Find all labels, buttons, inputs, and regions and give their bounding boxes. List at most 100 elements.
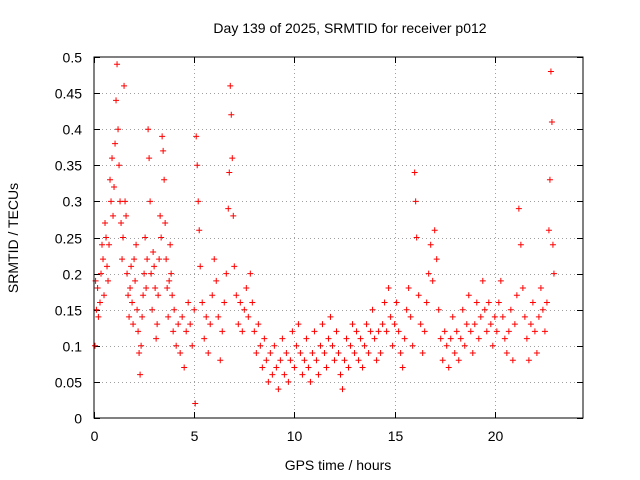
data-point — [543, 299, 550, 306]
data-point — [539, 306, 546, 313]
chart-title: Day 139 of 2025, SRMTID for receiver p01… — [213, 20, 486, 36]
data-point — [125, 292, 132, 299]
data-point — [112, 140, 119, 147]
data-point — [445, 364, 452, 371]
data-point — [393, 299, 400, 306]
data-point — [132, 277, 139, 284]
data-point — [343, 335, 350, 342]
y-tick-label: 0.4 — [63, 122, 83, 138]
data-point — [127, 285, 134, 292]
data-point — [156, 256, 163, 263]
data-point — [389, 342, 396, 349]
data-point — [357, 335, 364, 342]
data-point — [417, 321, 424, 328]
data-point — [243, 285, 250, 292]
data-point — [283, 350, 290, 357]
data-point — [403, 306, 410, 313]
data-point — [107, 176, 114, 183]
data-point — [99, 241, 106, 248]
data-point — [297, 350, 304, 357]
data-point — [407, 313, 414, 320]
data-point — [373, 357, 380, 364]
data-point — [397, 350, 404, 357]
data-point — [163, 256, 170, 263]
y-tick-label: 0.3 — [63, 194, 83, 210]
data-point — [147, 198, 154, 205]
data-point — [110, 212, 117, 219]
data-point — [255, 321, 262, 328]
y-tick-label: 0.05 — [55, 375, 82, 391]
x-tick-label: 15 — [388, 428, 404, 444]
data-point — [535, 313, 542, 320]
data-point — [152, 285, 159, 292]
data-point — [142, 234, 149, 241]
y-tick-label: 0.35 — [55, 158, 82, 174]
data-point — [233, 292, 240, 299]
x-tick-label: 0 — [91, 428, 99, 444]
data-point — [289, 328, 296, 335]
data-point — [495, 299, 502, 306]
data-point — [301, 357, 308, 364]
data-point — [411, 169, 418, 176]
x-tick-label: 20 — [488, 428, 504, 444]
data-point — [515, 205, 522, 212]
data-point — [122, 198, 129, 205]
data-point — [425, 270, 432, 277]
data-point — [437, 335, 444, 342]
data-point — [521, 313, 528, 320]
data-point — [311, 328, 318, 335]
data-point — [148, 270, 155, 277]
data-point — [413, 234, 420, 241]
data-point — [369, 306, 376, 313]
data-point — [335, 350, 342, 357]
data-point — [517, 241, 524, 248]
data-point — [219, 328, 226, 335]
data-point — [170, 328, 177, 335]
data-point — [263, 357, 270, 364]
data-point — [415, 292, 422, 299]
data-point — [523, 335, 530, 342]
data-point — [92, 342, 99, 349]
data-point — [541, 328, 548, 335]
data-point — [487, 321, 494, 328]
data-point — [509, 357, 516, 364]
y-tick-label: 0.5 — [63, 50, 83, 66]
data-point — [313, 357, 320, 364]
data-point — [463, 321, 470, 328]
y-axis-label: SRMTID / TECUs — [5, 183, 21, 293]
data-point — [205, 350, 212, 357]
data-point — [409, 342, 416, 349]
data-point — [235, 321, 242, 328]
data-point — [483, 328, 490, 335]
data-point — [391, 321, 398, 328]
data-point — [113, 97, 120, 104]
data-point — [549, 241, 556, 248]
data-point — [355, 357, 362, 364]
data-point — [145, 126, 152, 133]
data-point — [379, 321, 386, 328]
data-point — [111, 183, 118, 190]
data-point — [179, 313, 186, 320]
data-point — [211, 256, 218, 263]
data-point — [525, 357, 532, 364]
data-point — [177, 350, 184, 357]
data-points — [92, 61, 557, 407]
data-point — [421, 328, 428, 335]
data-point — [493, 328, 500, 335]
data-point — [371, 335, 378, 342]
data-point — [192, 400, 199, 407]
data-point — [375, 328, 382, 335]
data-point — [325, 335, 332, 342]
data-point — [341, 357, 348, 364]
data-point — [349, 321, 356, 328]
data-point — [237, 299, 244, 306]
data-point — [513, 292, 520, 299]
data-point — [275, 386, 282, 393]
y-tick-label: 0.45 — [55, 86, 82, 102]
data-point — [164, 285, 171, 292]
data-point — [317, 342, 324, 349]
data-point — [329, 342, 336, 349]
data-point — [547, 68, 554, 75]
y-tick-label: 0.15 — [55, 303, 82, 319]
data-point — [195, 198, 202, 205]
